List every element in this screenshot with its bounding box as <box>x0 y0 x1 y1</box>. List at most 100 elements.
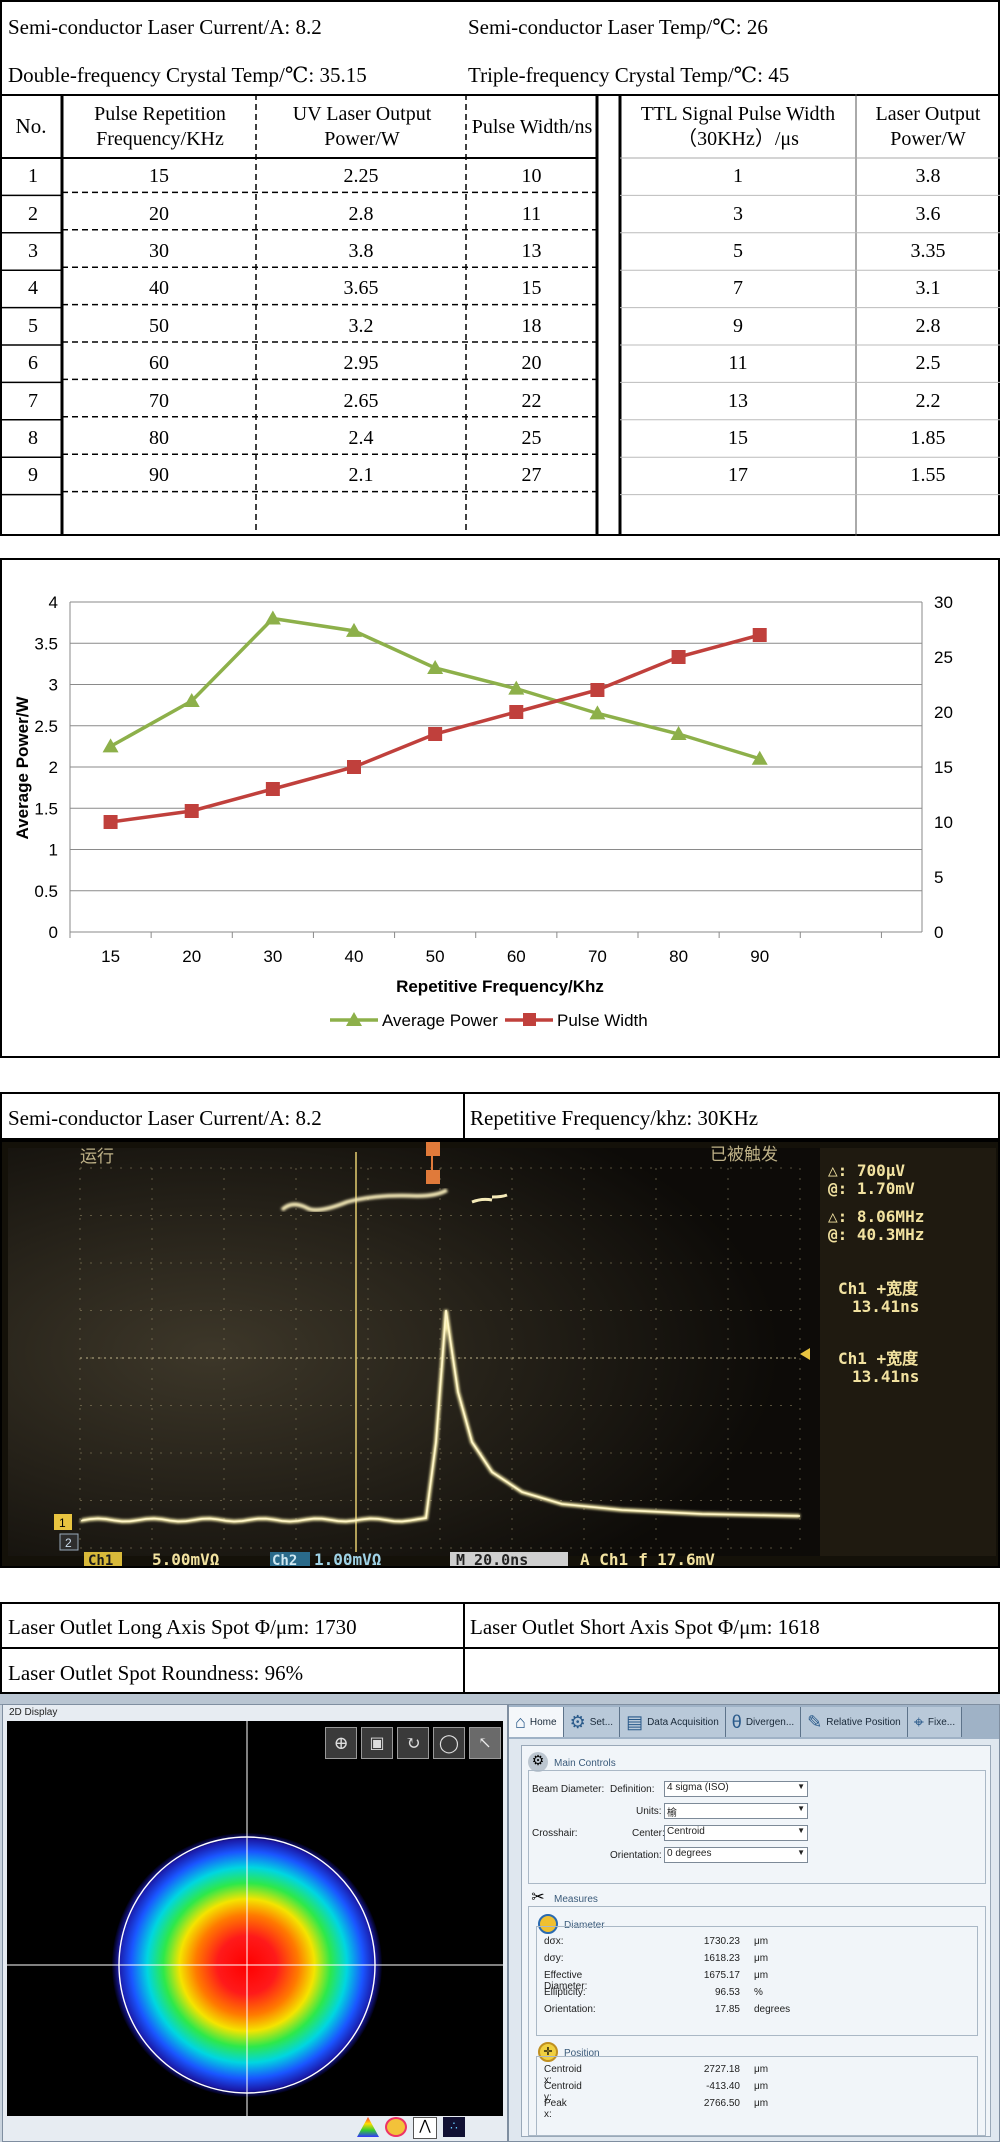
data-point-average-power <box>183 693 200 707</box>
readout-delta-f: △: 8.06MHz <box>828 1207 924 1226</box>
position-measure-label: Centroid y: <box>544 2081 582 2103</box>
crosshair-label: Crosshair: <box>532 1828 578 1839</box>
measures-icon: ✂ <box>531 1889 545 1906</box>
tab-data-acquisition[interactable]: ▤ Data Acquisition <box>620 1707 726 1737</box>
t1-cell-no: 6 <box>28 352 38 375</box>
params-bottom-divider-h <box>0 1647 1000 1649</box>
t1-cell-power: 2.25 <box>343 165 379 188</box>
t2-cell-width: 3 <box>733 202 743 225</box>
chevron-down-icon: ▼ <box>797 1826 805 1835</box>
measure-unit: degrees <box>754 2004 791 2015</box>
t2-header-power: Laser Output Power/W <box>875 103 981 150</box>
t2-cell-power: 1.85 <box>910 426 946 449</box>
chevron-down-icon: ▼ <box>797 1848 805 1857</box>
params-divider-v <box>458 0 460 96</box>
data-point-pulse-width <box>184 804 199 818</box>
data-point-pulse-width <box>590 683 605 697</box>
y-axis-label: Average Power/W <box>13 696 32 840</box>
camera-tool-icon[interactable]: ▣ <box>361 1727 393 1759</box>
units-select[interactable]: 榆 ▼ <box>664 1803 808 1819</box>
measures-label: Measures <box>554 1894 598 1905</box>
main-controls-label: Main Controls <box>554 1758 616 1769</box>
position-icon: ✛ <box>538 2042 558 2062</box>
param-mid-current: Semi-conductor Laser Current/A: 8.2 <box>8 1106 322 1130</box>
data-point-average-power <box>751 750 768 765</box>
oscilloscope-photo: 1 2 运行 已被触发 △: 700μV @: 1.70mV △: 8.06MH… <box>0 1140 1000 1568</box>
t1-cell-width: 22 <box>521 389 542 412</box>
tab-set[interactable]: ⚙ Set... <box>563 1707 621 1737</box>
data-point-pulse-width <box>752 628 767 642</box>
t1-cell-freq: 40 <box>149 277 169 300</box>
y-tick-label: 1 <box>49 841 58 860</box>
t2-cell-power: 2.2 <box>915 389 941 412</box>
legend-marker <box>346 1012 362 1026</box>
t1-cell-freq: 50 <box>149 314 169 337</box>
data-point-average-power <box>589 705 606 720</box>
param-mid-freq: Repetitive Frequency/khz: 30KHz <box>470 1106 759 1130</box>
t2-cell-width: 17 <box>728 464 748 487</box>
t1-cell-freq: 70 <box>149 389 169 412</box>
tables-frame <box>0 94 1000 536</box>
t2-header-ttl: TTL Signal Pulse Width（30KHz）/μs <box>640 103 836 150</box>
param-triple-crystal-temp: Triple-frequency Crystal Temp/℃: 45 <box>468 63 790 87</box>
2d-view-icon[interactable] <box>385 2117 407 2137</box>
definition-select[interactable]: 4 sigma (ISO) ▼ <box>664 1781 808 1797</box>
measure-value: 17.85 <box>714 2004 740 2015</box>
data-acquisition-icon: ▤ <box>626 1711 644 1732</box>
profile-view-icon[interactable]: ⋀ <box>413 2117 437 2139</box>
t2-cell-power: 2.8 <box>915 314 941 337</box>
crosshair-tool-icon[interactable]: ⊕ <box>325 1727 357 1759</box>
legend-label: Pulse Width <box>557 1011 648 1030</box>
t2-cell-power: 1.55 <box>910 464 946 487</box>
y-tick-label: 2.5 <box>34 717 58 736</box>
t2-cell-width: 5 <box>733 239 743 262</box>
t1-cell-no: 4 <box>28 277 38 300</box>
points-view-icon[interactable]: ∴ <box>443 2117 465 2137</box>
measure-value: 1618.23 <box>703 1953 740 1964</box>
chart-series <box>102 610 768 829</box>
t2-cell-width: 9 <box>733 314 743 337</box>
t2-cell-width: 7 <box>733 277 743 300</box>
t1-cell-no: 3 <box>28 239 38 262</box>
units-label: Units: <box>636 1806 662 1817</box>
measure-label: Effective Diameter: <box>544 1970 588 1992</box>
data-point-pulse-width <box>265 782 280 796</box>
measure-value: 96.53 <box>714 1987 740 1998</box>
position-measure-unit: μm <box>754 2081 769 2092</box>
y-tick-label: 2 <box>49 758 58 777</box>
rotate-tool-icon[interactable]: ↻ <box>397 1727 429 1759</box>
center-select[interactable]: Centroid ▼ <box>664 1825 808 1841</box>
3d-view-icon[interactable] <box>357 2117 379 2137</box>
fixed-icon: ⌖ <box>913 1711 924 1732</box>
data-point-pulse-width <box>103 815 118 829</box>
y2-tick-label: 10 <box>934 813 953 832</box>
status-ch2: Ch2 <box>272 1553 297 1568</box>
t1-header-freq: Pulse Repetition Frequency/KHz <box>94 103 226 150</box>
readout-delta-v: △: 700μV <box>828 1161 905 1180</box>
home-icon: ⌂ <box>515 1711 526 1732</box>
position-measure-value: 2727.18 <box>703 2064 740 2075</box>
orientation-select[interactable]: 0 degrees ▼ <box>664 1847 808 1863</box>
t2-cell-width: 15 <box>728 426 748 449</box>
ellipse-tool-icon[interactable]: ◯ <box>433 1727 465 1759</box>
trigger-status: 已被触发 <box>710 1145 778 1165</box>
tab-relative-position[interactable]: ✎ Relative Position <box>801 1707 908 1737</box>
tab-home[interactable]: ⌂ Home <box>509 1707 564 1737</box>
measure2-label: Ch1 +宽度 <box>838 1349 919 1368</box>
y-tick-label: 3 <box>49 676 58 695</box>
tab-fixe[interactable]: ⌖ Fixe... <box>907 1707 963 1737</box>
y-tick-label: 0 <box>49 923 58 942</box>
data-point-pulse-width <box>428 727 443 741</box>
x-tick-label: 90 <box>750 947 769 966</box>
measure-value: 1675.17 <box>703 1970 740 1981</box>
measure1-label: Ch1 +宽度 <box>838 1279 919 1298</box>
measure-label: Ellipticity: <box>544 1987 586 1998</box>
param-laser-current: Semi-conductor Laser Current/A: 8.2 <box>8 15 322 39</box>
ch1-marker <box>54 1514 72 1530</box>
tab-divergen[interactable]: θ Divergen... <box>725 1707 802 1737</box>
params-bottom-divider-v <box>463 1602 465 1694</box>
pointer-tool-icon[interactable]: ↖ <box>469 1727 501 1759</box>
status-ch2-volts: 1.00mVΩ <box>314 1550 381 1568</box>
t2-cell-power: 3.35 <box>910 239 946 262</box>
